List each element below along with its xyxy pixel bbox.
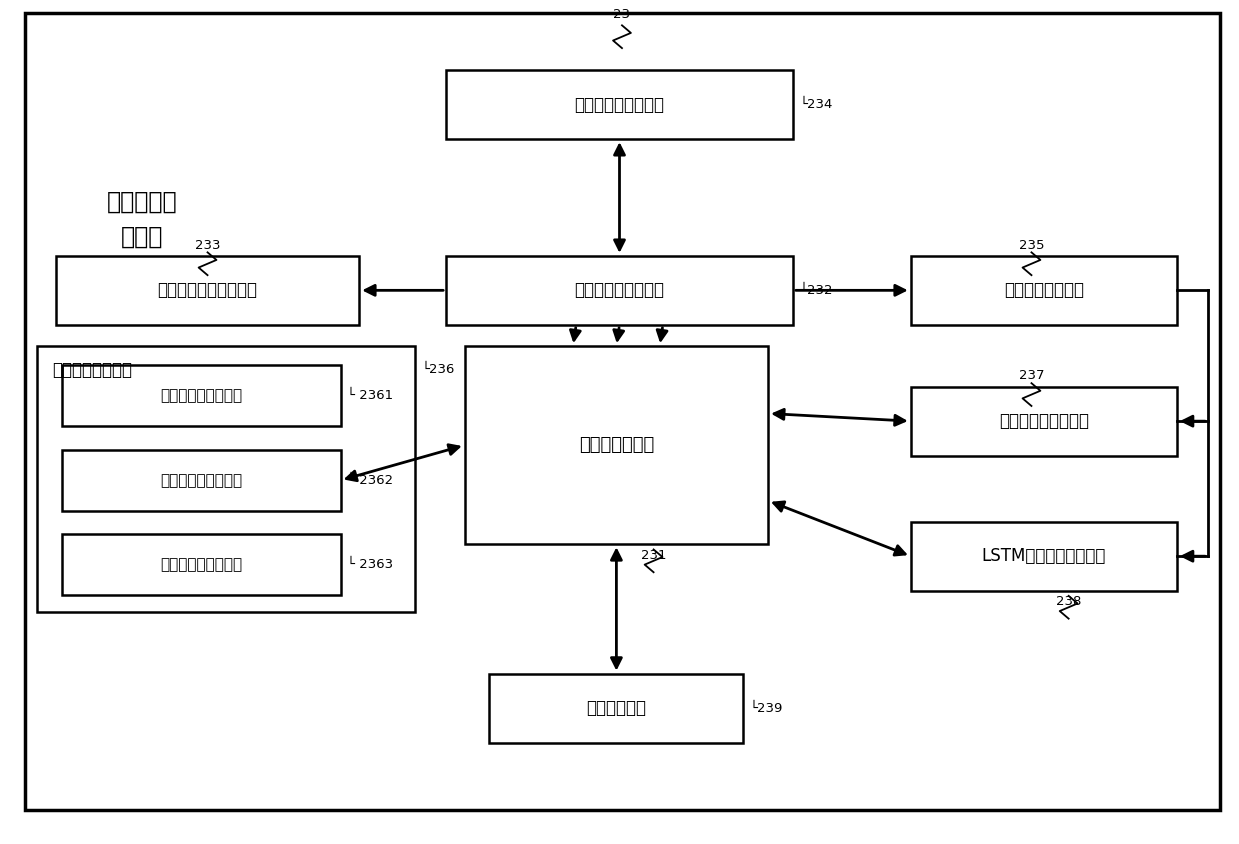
FancyBboxPatch shape — [911, 256, 1177, 325]
Text: 237: 237 — [1018, 370, 1044, 382]
Text: 检索关键词输入模块: 检索关键词输入模块 — [575, 95, 664, 114]
Text: 233: 233 — [195, 239, 221, 252]
Text: 词向量矩阵生成单元: 词向量矩阵生成单元 — [999, 412, 1089, 430]
Text: 语义词向量训练模块: 语义词向量训练模块 — [160, 388, 243, 403]
Text: 词典词向量构建模块: 词典词向量构建模块 — [160, 557, 243, 572]
Text: 关键词分词处理模块: 关键词分词处理模块 — [575, 281, 664, 300]
Text: └234: └234 — [799, 98, 833, 111]
Text: └ 2361: └ 2361 — [347, 389, 393, 403]
FancyBboxPatch shape — [446, 70, 793, 139]
Text: 情绪词典大数据库: 情绪词典大数据库 — [1004, 281, 1084, 300]
Text: 238: 238 — [1056, 595, 1082, 608]
Text: 情绪词向量训练模块: 情绪词向量训练模块 — [160, 473, 243, 488]
FancyBboxPatch shape — [446, 256, 793, 325]
Text: 数据调度单元: 数据调度单元 — [586, 699, 647, 717]
Text: 数据智能调
度系统: 数据智能调 度系统 — [107, 190, 178, 249]
FancyBboxPatch shape — [25, 13, 1220, 810]
Text: 235: 235 — [1018, 239, 1044, 252]
Text: 23: 23 — [613, 8, 631, 21]
Text: └ 2363: └ 2363 — [347, 558, 393, 571]
Text: LSTM记忆网络处理单元: LSTM记忆网络处理单元 — [981, 547, 1106, 565]
FancyBboxPatch shape — [911, 387, 1177, 456]
FancyBboxPatch shape — [465, 346, 768, 544]
Text: └ 2362: └ 2362 — [347, 473, 393, 487]
FancyBboxPatch shape — [62, 534, 341, 595]
Text: └232: └232 — [799, 284, 833, 297]
FancyBboxPatch shape — [62, 450, 341, 511]
FancyBboxPatch shape — [62, 365, 341, 426]
Text: └239: └239 — [750, 701, 783, 715]
Text: └236: └236 — [421, 363, 455, 376]
Text: 特征向量训练单元: 特征向量训练单元 — [52, 361, 133, 379]
Text: 231: 231 — [641, 549, 667, 561]
FancyBboxPatch shape — [56, 256, 359, 325]
Text: 数据微处理模块: 数据微处理模块 — [579, 436, 654, 454]
Text: 目标函数参数训练模块: 目标函数参数训练模块 — [157, 281, 258, 300]
FancyBboxPatch shape — [37, 346, 415, 612]
FancyBboxPatch shape — [911, 522, 1177, 591]
FancyBboxPatch shape — [489, 674, 743, 743]
